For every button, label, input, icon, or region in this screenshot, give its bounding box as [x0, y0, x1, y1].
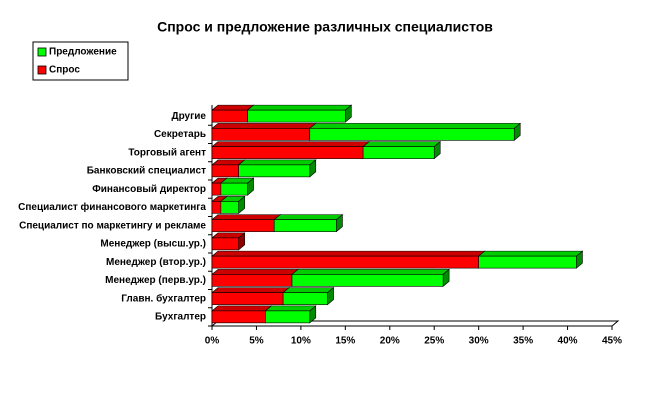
- legend-swatch: [37, 65, 47, 75]
- bar-top: [211, 141, 370, 147]
- bar-top: [211, 287, 290, 293]
- bar: [211, 201, 222, 214]
- bar: [211, 274, 293, 287]
- x-tick-label: 5%: [249, 336, 264, 347]
- x-tick-label: 30%: [469, 336, 489, 347]
- bar-top: [291, 269, 450, 275]
- bar-top: [264, 305, 317, 312]
- y-tick-label: Менеджер (втор.ур.): [106, 257, 206, 268]
- bar: [220, 182, 248, 196]
- x-tick-label: 20%: [380, 336, 400, 347]
- bar-top: [477, 250, 584, 257]
- legend-label: Предложение: [49, 47, 117, 58]
- legend: [32, 41, 129, 81]
- legend-label: Спрос: [49, 65, 80, 76]
- bar-top: [211, 250, 486, 257]
- bar: [211, 182, 222, 196]
- bar-top: [211, 305, 273, 312]
- x-tick-label: 40%: [558, 336, 578, 347]
- bar-top: [282, 287, 335, 293]
- bar: [211, 146, 364, 159]
- x-tick-label: 10%: [291, 336, 311, 347]
- legend-swatch: [37, 47, 47, 57]
- y-tick-label: Другие: [171, 111, 206, 122]
- y-tick-label: Менеджер (перв.ур.): [105, 275, 206, 286]
- bar: [238, 164, 311, 178]
- y-tick-label: Менеджер (высш.ур.): [100, 239, 206, 250]
- bar: [478, 255, 577, 269]
- y-tick-label: Торговый агент: [128, 147, 206, 158]
- bar: [211, 109, 248, 123]
- bar-top: [237, 159, 317, 166]
- bar-top: [308, 123, 522, 129]
- y-tick-label: Бухгалтер: [155, 312, 206, 323]
- bar-top: [211, 269, 299, 275]
- x-tick-label: 45%: [602, 336, 622, 347]
- bar: [247, 109, 346, 123]
- y-tick-label: Секретарь: [154, 129, 206, 140]
- bar: [362, 146, 435, 159]
- bar-top: [211, 104, 255, 111]
- x-tick-label: 25%: [424, 336, 444, 347]
- x-tick-label: 15%: [335, 336, 355, 347]
- bar: [211, 219, 275, 232]
- bar: [291, 274, 444, 287]
- y-tick-label: Финансовый директор: [92, 184, 206, 195]
- bar: [273, 219, 337, 232]
- bar-top: [246, 104, 353, 111]
- bar: [309, 128, 515, 141]
- bar-top: [211, 123, 317, 129]
- bar-top: [362, 141, 442, 147]
- bar: [211, 164, 239, 178]
- chart-title: Спрос и предложение различных специалист…: [157, 19, 493, 35]
- y-tick-label: Специалист финансового маркетинга: [18, 201, 206, 213]
- bar-top: [273, 214, 344, 220]
- y-tick-label: Главн. бухгалтер: [121, 292, 206, 304]
- bar: [220, 201, 239, 214]
- x-tick-label: 35%: [513, 336, 533, 347]
- bar: [211, 255, 479, 269]
- bar: [265, 310, 311, 324]
- x-tick-label: 0%: [205, 336, 220, 347]
- bar: [211, 292, 284, 305]
- y-tick-label: Банковский специалист: [87, 166, 206, 177]
- y-tick-label: Специалист по маркетингу и рекламе: [19, 220, 206, 231]
- bar: [211, 237, 239, 251]
- bar: [211, 310, 266, 324]
- bar: [282, 292, 328, 305]
- bar-top: [211, 214, 282, 220]
- bar: [211, 128, 311, 141]
